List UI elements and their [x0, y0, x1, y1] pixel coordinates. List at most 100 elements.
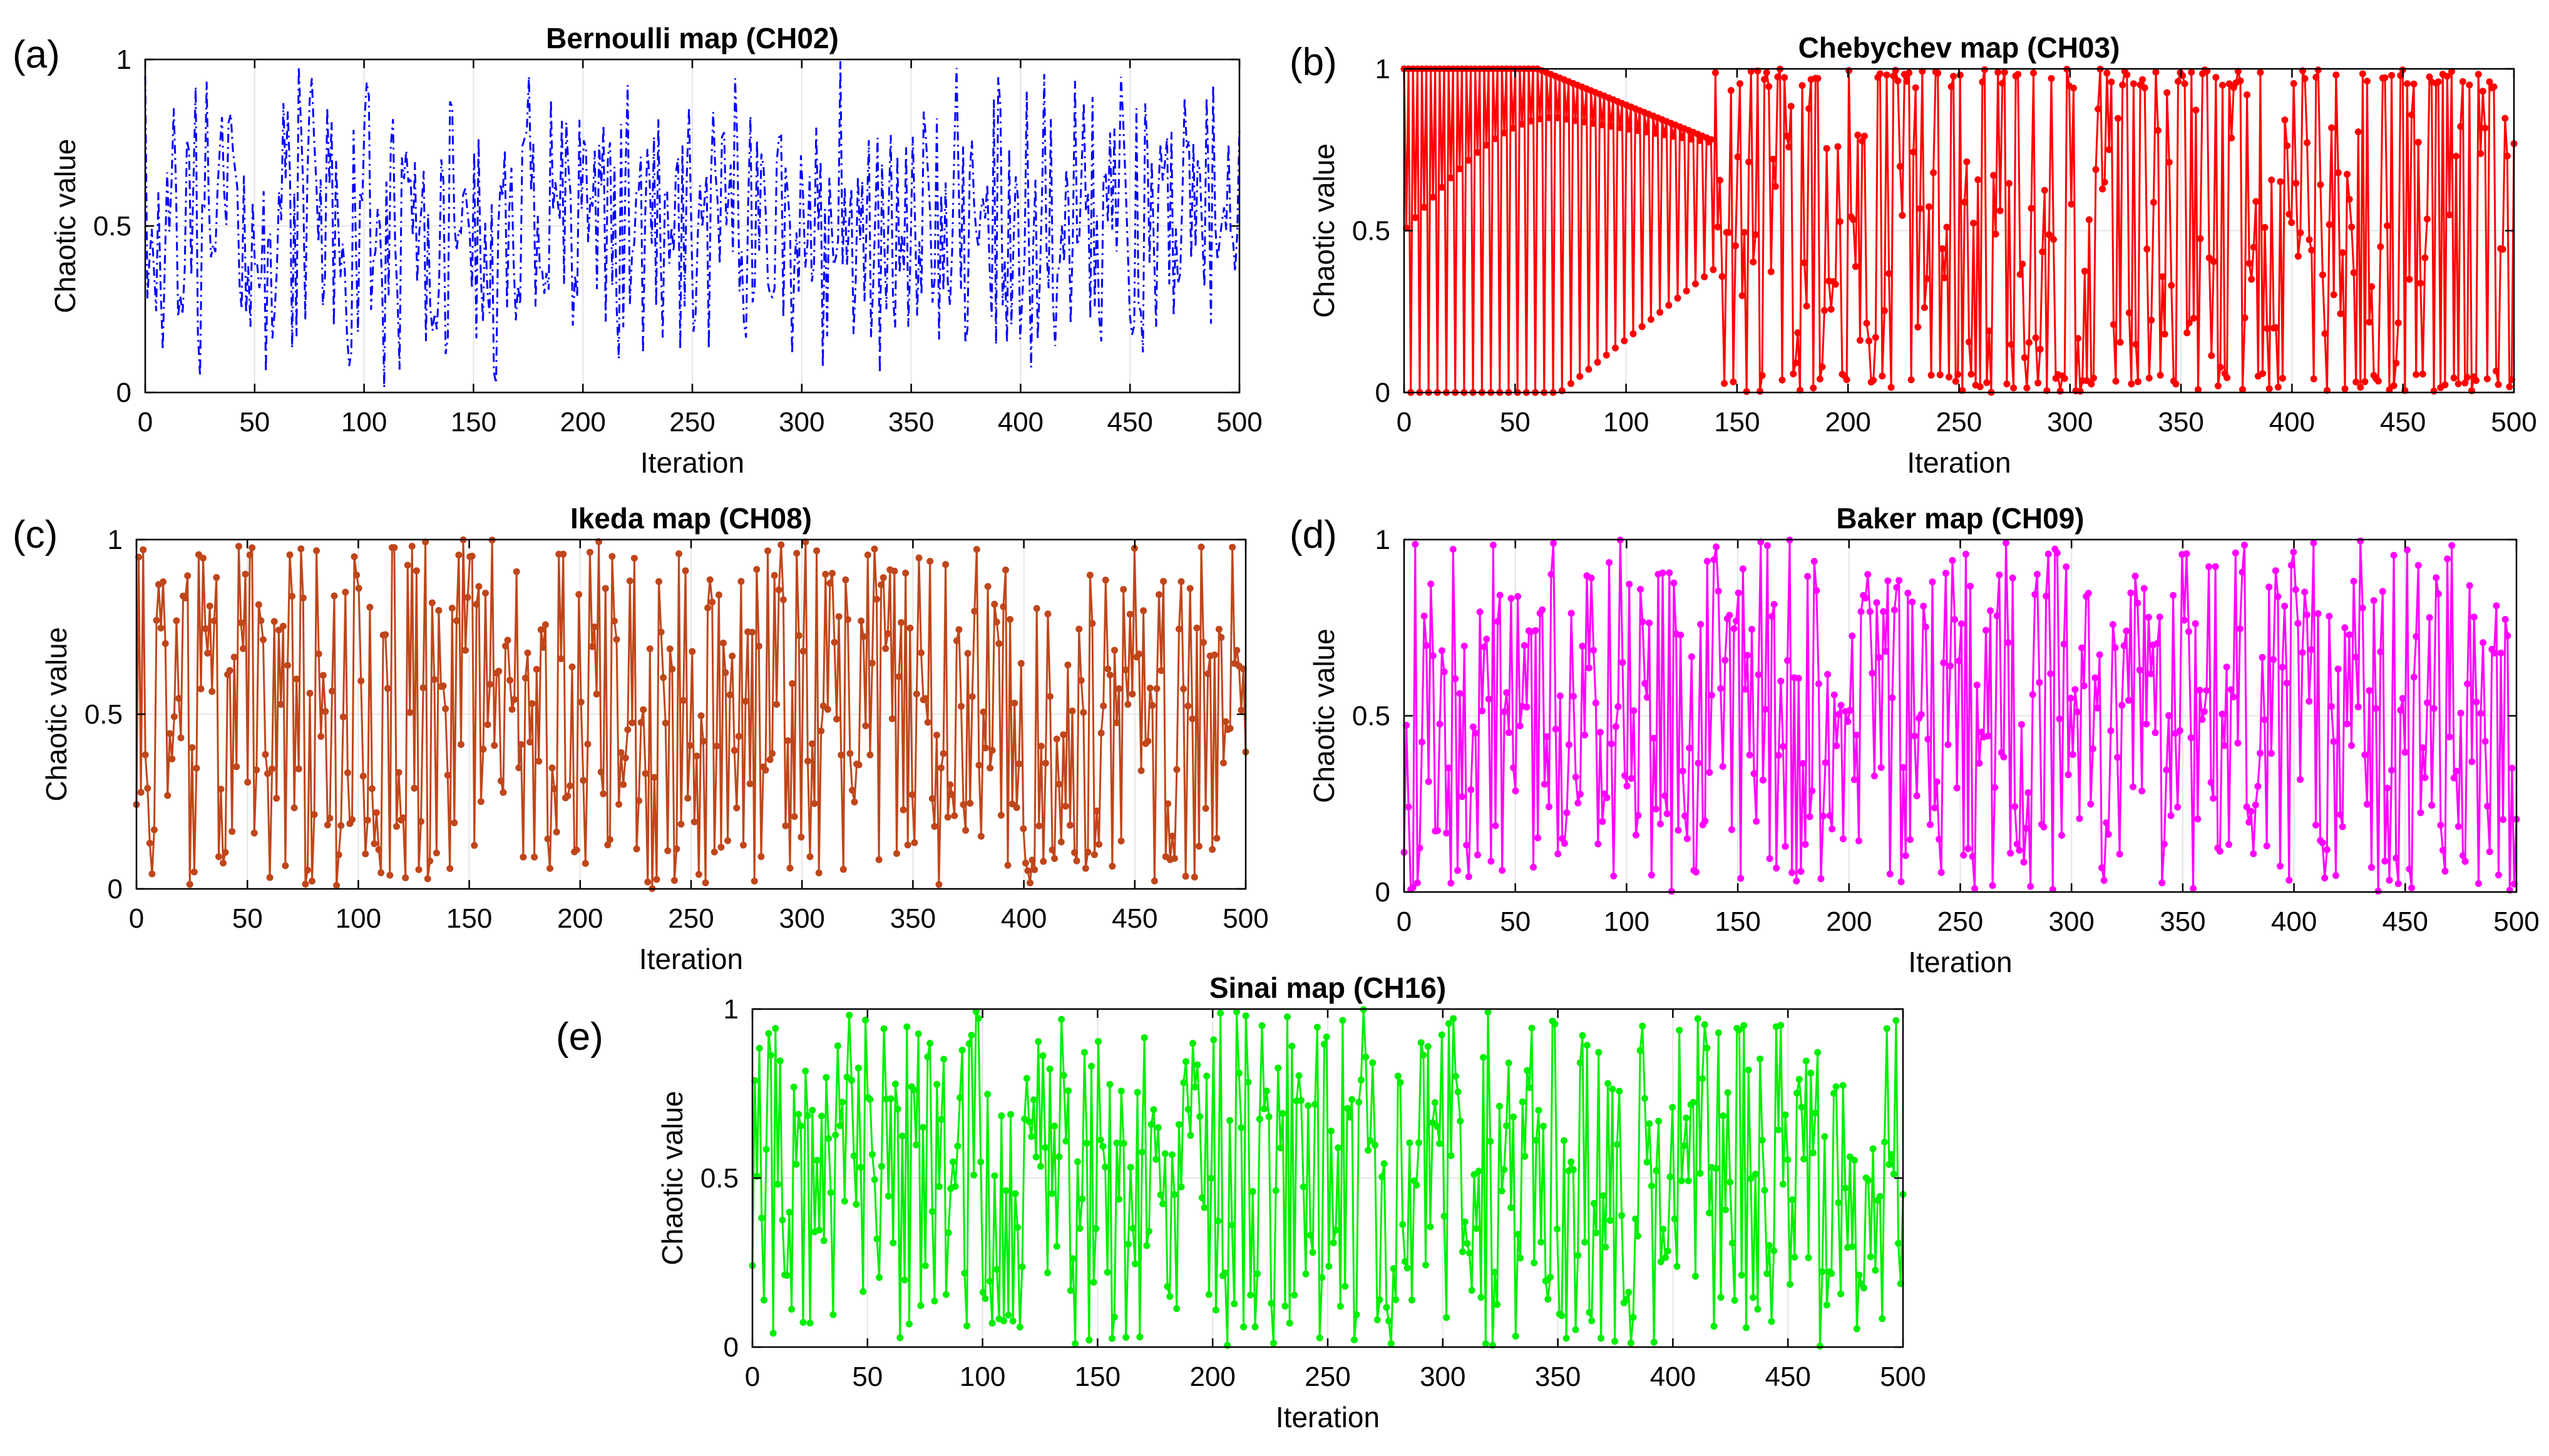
- data-point: [1875, 654, 1882, 661]
- data-point: [767, 1052, 774, 1059]
- data-point: [816, 1226, 823, 1234]
- data-point: [1535, 1107, 1542, 1114]
- data-point: [1583, 1042, 1591, 1049]
- data-point: [1964, 845, 1972, 853]
- data-point: [1014, 1224, 1022, 1231]
- data-point: [1731, 1296, 1738, 1304]
- x-tick-label: 0: [129, 903, 144, 934]
- data-point: [1876, 70, 1884, 78]
- data-point: [2141, 84, 2148, 91]
- data-point: [2056, 387, 2064, 395]
- data-point: [2504, 632, 2511, 640]
- data-point: [377, 869, 385, 876]
- data-point: [1220, 759, 1227, 767]
- data-point: [317, 733, 325, 740]
- data-point: [1268, 1300, 1275, 1307]
- data-point: [958, 1047, 966, 1054]
- data-point: [1499, 867, 1506, 874]
- data-point: [2127, 589, 2135, 597]
- data-point: [1084, 848, 1092, 856]
- data-point: [2007, 849, 2014, 857]
- x-axis-label: Iteration: [1908, 946, 2012, 978]
- data-point: [1628, 775, 1635, 782]
- data-point: [2245, 818, 2253, 826]
- data-point: [1141, 1034, 1148, 1042]
- data-point: [740, 841, 747, 849]
- data-point: [880, 1025, 888, 1032]
- data-point: [1472, 729, 1479, 737]
- data-point: [904, 841, 911, 849]
- data-point: [2045, 231, 2053, 238]
- data-point: [2185, 628, 2192, 635]
- data-point: [1810, 384, 1817, 392]
- data-point: [2107, 727, 2115, 734]
- x-tick-label: 300: [779, 903, 824, 934]
- data-point: [2119, 81, 2126, 89]
- data-point: [1480, 1054, 1487, 1061]
- x-tick-label: 400: [998, 407, 1044, 438]
- data-point: [299, 594, 307, 602]
- data-point: [1781, 74, 1788, 81]
- data-point: [1693, 868, 1700, 876]
- data-point: [2332, 71, 2340, 79]
- data-point: [2341, 385, 2349, 392]
- data-point: [1696, 1170, 1704, 1177]
- data-point: [1636, 1047, 1644, 1054]
- data-point: [1214, 1217, 1222, 1224]
- data-point: [2125, 309, 2133, 317]
- data-point: [1468, 1286, 1475, 1294]
- data-point: [784, 737, 791, 744]
- data-point: [1643, 128, 1650, 136]
- data-point: [1816, 376, 1823, 382]
- data-point: [1147, 1120, 1155, 1128]
- data-point: [1678, 1177, 1685, 1184]
- data-point: [1110, 1313, 1118, 1321]
- data-point: [2047, 670, 2054, 677]
- data-point: [1720, 1112, 1727, 1119]
- data-point: [1685, 1177, 1692, 1184]
- data-point: [2243, 803, 2250, 811]
- data-point: [1821, 1133, 1828, 1141]
- data-point: [938, 1115, 945, 1123]
- data-point: [1427, 580, 1435, 588]
- data-point: [1727, 87, 1735, 94]
- data-point: [1479, 707, 1486, 715]
- data-point: [2481, 125, 2489, 131]
- data-point: [1226, 1117, 1233, 1124]
- data-point: [876, 1274, 883, 1281]
- data-point: [521, 674, 529, 682]
- data-point: [1201, 1204, 1208, 1211]
- data-point: [1708, 692, 1715, 699]
- data-point: [188, 744, 196, 751]
- data-point: [1551, 1020, 1559, 1028]
- data-point: [1860, 1284, 1867, 1292]
- data-point: [373, 809, 380, 816]
- data-point: [1916, 205, 1924, 212]
- data-point: [1726, 612, 1733, 619]
- data-point: [1866, 608, 1874, 615]
- data-point: [1422, 1261, 1429, 1269]
- data-point: [1683, 1114, 1690, 1122]
- data-point: [1797, 868, 1805, 875]
- data-point: [1862, 594, 1869, 602]
- data-point: [913, 1141, 920, 1149]
- data-point: [1657, 820, 1664, 828]
- data-point: [497, 777, 505, 784]
- data-point: [453, 617, 460, 625]
- data-point: [1235, 1069, 1243, 1077]
- data-point: [1782, 843, 1789, 850]
- data-point: [1433, 827, 1441, 834]
- data-point: [765, 1030, 772, 1037]
- data-point: [779, 1216, 786, 1224]
- data-point: [1986, 327, 1993, 335]
- data-point: [2234, 739, 2242, 747]
- data-point: [832, 1131, 839, 1139]
- data-point: [471, 842, 478, 849]
- data-point: [1974, 176, 1982, 183]
- data-point: [2108, 78, 2115, 86]
- data-point: [2501, 616, 2509, 623]
- data-point: [408, 543, 416, 550]
- data-point: [1755, 671, 1762, 679]
- data-point: [290, 804, 298, 811]
- data-point: [675, 550, 682, 558]
